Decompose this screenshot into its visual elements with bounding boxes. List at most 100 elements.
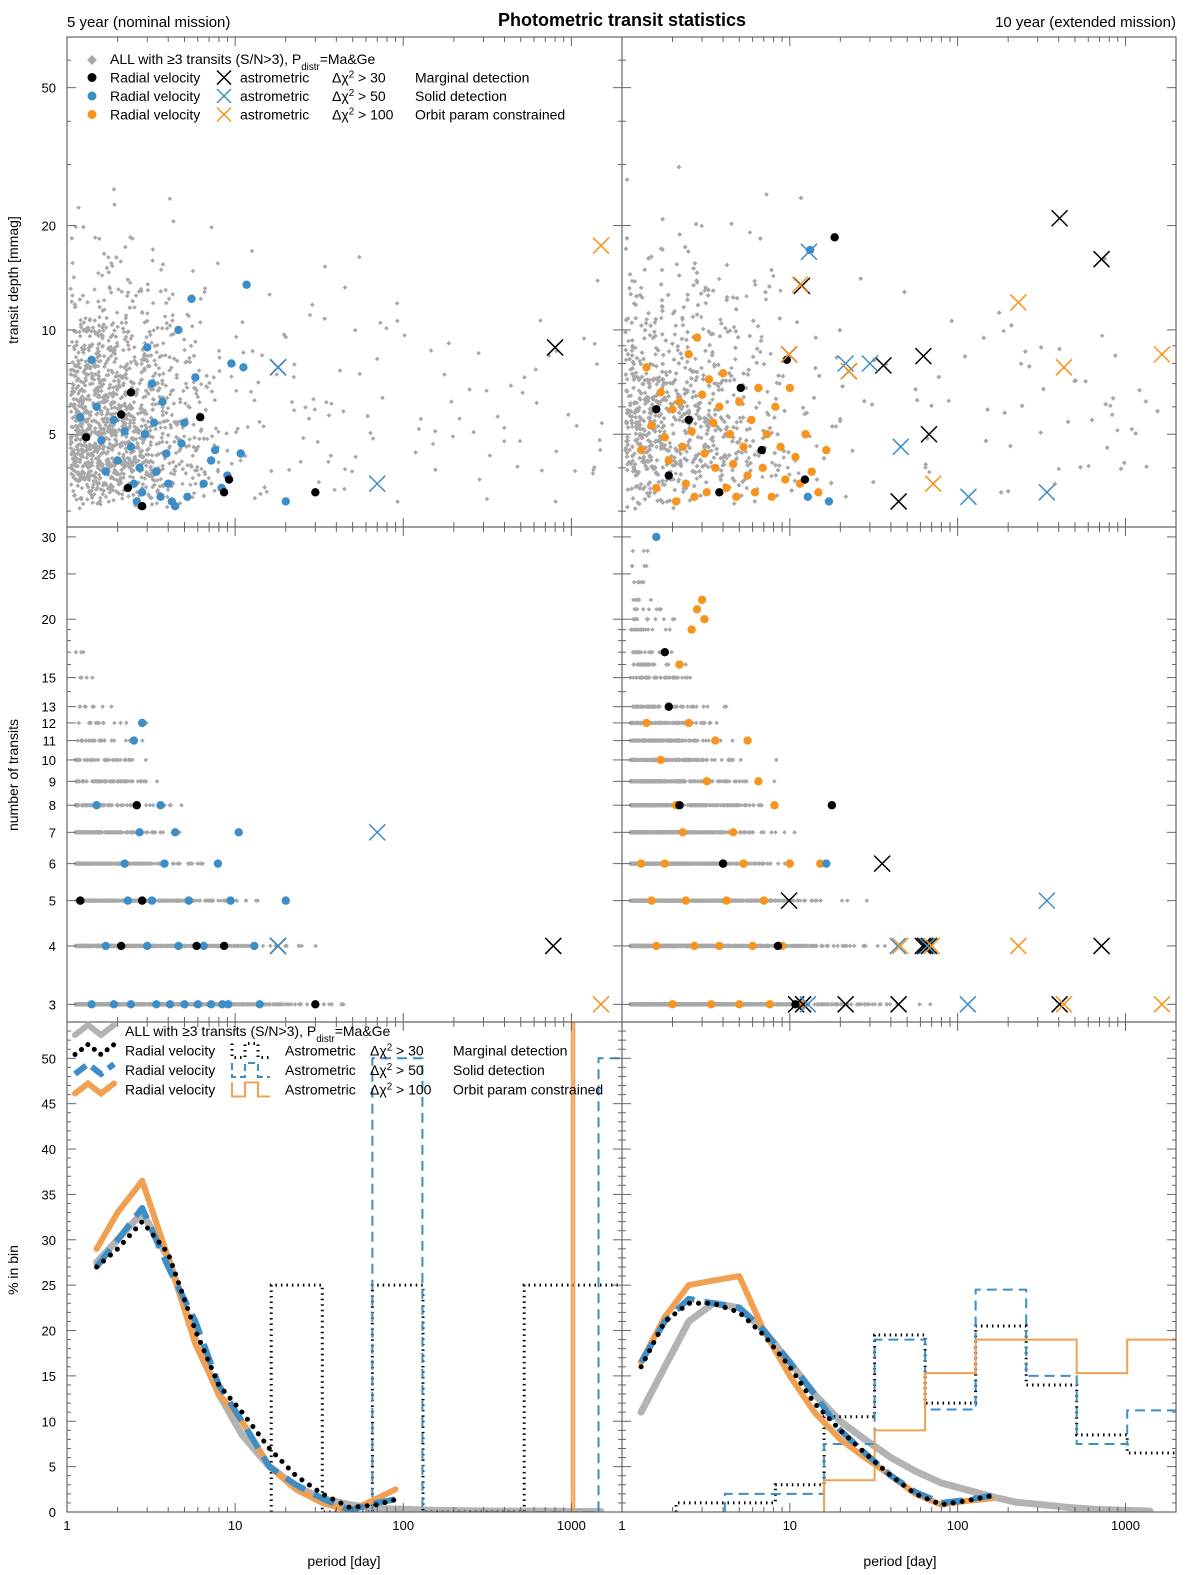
all-point — [534, 400, 539, 406]
all-point — [169, 365, 174, 370]
all-point — [457, 416, 462, 421]
all-point — [95, 363, 101, 369]
all-point — [145, 364, 151, 369]
all-point — [430, 441, 436, 447]
all-point — [368, 430, 373, 436]
all-point — [119, 394, 125, 400]
all-point — [97, 328, 102, 334]
all-point — [69, 389, 75, 394]
rv_solid-point — [92, 801, 101, 810]
all-point — [664, 478, 669, 483]
all-point — [103, 757, 109, 763]
rv_solid-point — [227, 359, 236, 368]
all-point — [95, 355, 100, 360]
all-point — [141, 1002, 146, 1007]
all-point — [1099, 333, 1105, 338]
all-point — [135, 443, 140, 448]
all-point — [257, 419, 262, 425]
all-point — [204, 436, 210, 442]
all-point — [204, 1002, 210, 1007]
all-point — [77, 431, 83, 437]
all-point — [71, 451, 77, 456]
all-point — [112, 405, 118, 410]
all-point — [159, 325, 165, 331]
all-point — [116, 378, 121, 383]
all-point — [217, 355, 222, 360]
all-point — [186, 313, 192, 319]
all-point — [188, 343, 194, 349]
ast_solid-cross — [368, 475, 386, 493]
all-point — [177, 396, 183, 402]
all-point — [82, 383, 88, 388]
all-point — [118, 364, 124, 369]
all-point — [216, 429, 221, 435]
rv_solid-point — [152, 1000, 161, 1009]
rv_solid-point — [126, 1000, 136, 1009]
all-point — [118, 259, 124, 264]
all-point — [78, 419, 83, 425]
all-point — [100, 704, 105, 709]
all-point — [258, 491, 263, 497]
rv_solid-point — [218, 1000, 227, 1009]
all-point — [162, 456, 168, 461]
all-point — [322, 264, 328, 269]
all-point — [145, 359, 150, 364]
all-point — [76, 943, 81, 949]
all-point — [121, 463, 127, 469]
all-point — [94, 861, 100, 866]
rv_marginal-point — [219, 488, 229, 497]
all-point — [92, 364, 98, 370]
all-point — [693, 356, 698, 362]
all-point — [581, 336, 587, 341]
all-point — [76, 383, 81, 389]
all-point — [264, 489, 270, 495]
all-point — [296, 943, 302, 949]
all-point — [99, 830, 105, 835]
all-point — [142, 411, 147, 416]
all-point — [72, 476, 77, 482]
all-point — [103, 435, 109, 440]
rv_solid-point — [120, 859, 129, 868]
all-point — [673, 323, 679, 328]
all-point — [189, 464, 194, 470]
all-point — [765, 389, 770, 395]
all-point — [626, 393, 632, 399]
all-point — [155, 325, 160, 331]
all-point — [148, 353, 154, 358]
all-point — [129, 943, 134, 949]
rv_marginal-point — [219, 941, 229, 951]
all-point — [124, 362, 130, 367]
all-point — [172, 419, 177, 425]
all-point — [131, 830, 137, 835]
all-point — [89, 418, 95, 424]
all-point — [291, 407, 297, 413]
all-point — [77, 441, 83, 447]
rv_solid-point — [174, 325, 183, 335]
all-point — [143, 423, 148, 428]
all-point — [329, 1002, 335, 1007]
all-point — [100, 483, 106, 488]
all-point — [74, 444, 80, 450]
all-point — [128, 830, 133, 835]
all-point — [118, 720, 123, 726]
all-point — [84, 779, 89, 784]
all-point — [250, 1002, 256, 1007]
all-point — [133, 393, 139, 398]
all-point — [171, 471, 177, 477]
all-point — [752, 282, 758, 288]
ast_solid-cross — [368, 823, 386, 841]
all-point — [106, 499, 112, 505]
all-point — [164, 300, 169, 306]
all-point — [416, 426, 422, 432]
all-point — [84, 365, 90, 371]
all-point — [654, 439, 660, 444]
rv_marginal-point — [311, 488, 320, 497]
all-point — [125, 455, 131, 461]
all-point — [316, 479, 322, 485]
all-point — [167, 461, 172, 466]
all-point — [501, 439, 507, 444]
all-point — [206, 475, 211, 481]
all-point — [84, 396, 90, 402]
all-point — [76, 205, 81, 210]
all-point — [160, 261, 166, 267]
